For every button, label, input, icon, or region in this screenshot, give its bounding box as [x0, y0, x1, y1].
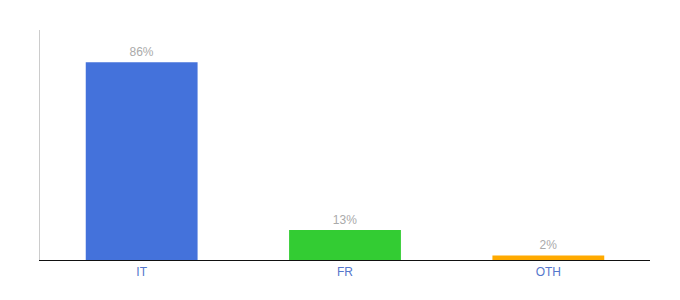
svg-text:FR: FR: [337, 265, 353, 279]
svg-text:OTH: OTH: [536, 265, 561, 279]
svg-text:2%: 2%: [539, 238, 557, 252]
svg-text:13%: 13%: [333, 213, 357, 227]
svg-text:86%: 86%: [129, 45, 153, 59]
svg-text:IT: IT: [136, 265, 147, 279]
